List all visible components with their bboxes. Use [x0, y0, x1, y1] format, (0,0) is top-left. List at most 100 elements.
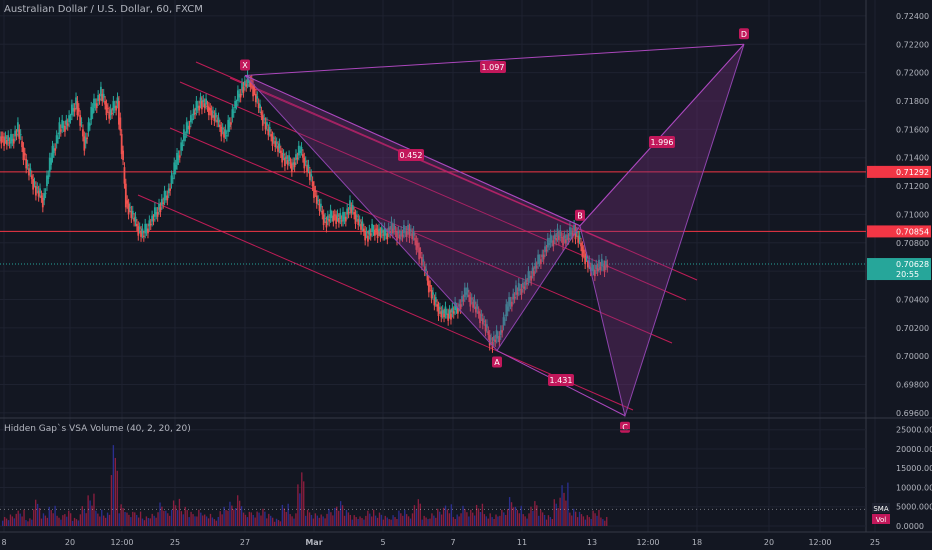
candle	[347, 212, 350, 214]
candle	[317, 200, 320, 202]
volume-bar	[167, 513, 169, 526]
candle	[389, 230, 391, 234]
candle	[129, 207, 131, 209]
volume-bar	[371, 516, 373, 526]
candle	[115, 105, 118, 111]
time-axis-tick: 27	[240, 538, 250, 547]
candle	[288, 155, 290, 162]
candle	[533, 271, 535, 276]
volume-bar	[510, 502, 513, 526]
candle	[173, 162, 176, 175]
pattern-ratio-label: 1.431	[550, 376, 573, 385]
volume-bar	[93, 493, 95, 526]
volume-bar	[221, 514, 223, 526]
pattern-point-label: D	[741, 30, 747, 39]
candle	[580, 242, 582, 247]
pattern-ratio-label: 1.097	[482, 63, 505, 72]
candle	[191, 118, 194, 120]
volume-bar	[258, 512, 260, 526]
candle	[3, 137, 5, 146]
price-axis-tick: 0.71800	[896, 97, 929, 106]
volume-bar	[466, 512, 468, 526]
candle	[425, 268, 427, 272]
volume-bar	[306, 509, 309, 526]
candle	[559, 230, 562, 237]
candle	[135, 223, 138, 227]
volume-bar	[165, 510, 167, 526]
candle	[155, 212, 158, 215]
candle	[73, 108, 76, 112]
pattern-line	[244, 43, 745, 76]
candle	[65, 119, 68, 125]
candle	[137, 226, 140, 236]
candle	[570, 232, 573, 235]
time-axis-tick: 20	[65, 538, 75, 547]
volume-bar	[503, 512, 505, 526]
candle	[423, 266, 426, 272]
candle	[153, 207, 156, 217]
candle	[310, 174, 313, 177]
candle	[515, 285, 517, 295]
candle	[25, 158, 28, 169]
price-axis-tick: 0.70000	[896, 352, 929, 361]
volume-bar	[396, 519, 398, 526]
volume-bar	[541, 512, 544, 526]
candle	[463, 287, 466, 298]
candle	[535, 266, 538, 268]
volume-bar	[598, 509, 600, 526]
candle	[212, 111, 214, 113]
volume-bar	[13, 518, 15, 526]
volume-bar	[440, 514, 443, 526]
volume-axis-tick: 0.0000	[896, 522, 924, 531]
volume-bar	[291, 516, 293, 526]
volume-bar	[332, 515, 334, 526]
volume-bar	[149, 518, 151, 526]
candle	[52, 148, 55, 153]
pattern-ratio-label: 1.996	[651, 138, 674, 147]
candle	[357, 219, 360, 226]
candle	[414, 238, 416, 241]
time-axis-tick: 25	[170, 538, 180, 547]
pattern-point-label-bg	[240, 59, 250, 71]
volume-bar	[68, 510, 70, 526]
candle	[261, 115, 264, 126]
candle	[314, 190, 317, 192]
candle	[230, 122, 232, 125]
candle	[391, 228, 394, 234]
candle	[448, 310, 451, 314]
candle	[427, 280, 430, 293]
volume-bar	[499, 515, 501, 526]
volume-bar	[495, 514, 497, 526]
volume-bar	[573, 508, 575, 526]
candle	[605, 260, 607, 265]
candle	[526, 282, 528, 285]
candle	[50, 157, 53, 165]
candle	[243, 80, 246, 86]
candle	[43, 193, 46, 201]
volume-bar	[508, 497, 511, 526]
candle	[390, 221, 393, 230]
candle	[90, 106, 93, 120]
volume-bar	[400, 513, 402, 526]
candle	[382, 234, 385, 236]
volume-bar	[122, 508, 124, 526]
volume-bar	[248, 511, 251, 526]
candle	[335, 215, 338, 224]
volume-bar	[526, 518, 528, 526]
volume-bar	[479, 511, 482, 526]
candle	[219, 124, 221, 127]
candle	[106, 108, 109, 110]
sma-legend-label: SMA	[873, 505, 888, 513]
volume-bar	[85, 513, 87, 526]
candle	[506, 306, 509, 312]
volume-bar	[128, 514, 130, 526]
price-axis-tick: 0.70400	[896, 295, 929, 304]
candle	[162, 202, 165, 204]
volume-bar	[87, 495, 89, 526]
candle	[445, 313, 448, 315]
candle	[249, 80, 252, 87]
candle	[456, 307, 459, 314]
candle	[386, 233, 389, 240]
candle	[18, 129, 21, 139]
